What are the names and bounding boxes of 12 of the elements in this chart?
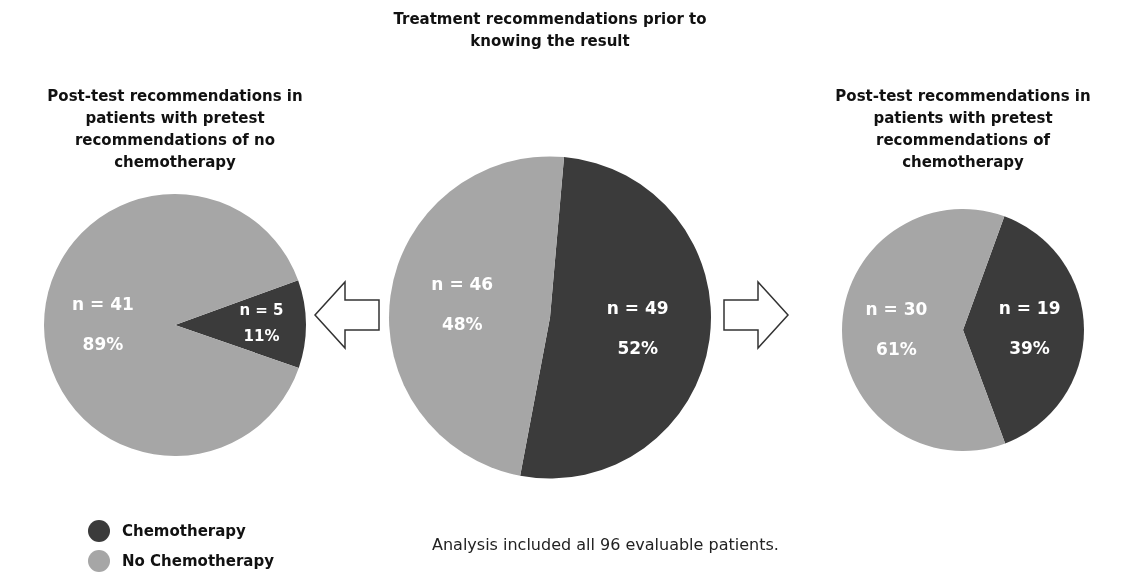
data-label: n = 30 61% <box>865 298 928 359</box>
text: Analysis included all 96 evaluable patients. <box>432 535 779 554</box>
data-label: n = 46 48% <box>431 273 494 334</box>
data-label: n = 5 11% <box>239 301 284 346</box>
data-label: n = 41 89% <box>72 293 134 354</box>
chart-title: Post-test recommendations in patients with pretest recommendations of no chemotherapy <box>46 86 304 173</box>
legend-label: Chemotherapy <box>122 522 246 540</box>
data-label: n = 49 52% <box>606 298 669 358</box>
chart-title: Post-test recommendations in patients with pretest recommendations of chemotherapy <box>834 86 1092 173</box>
chart-title: Treatment recommendations prior to knowing the result <box>392 9 708 52</box>
legend-label: No Chemotherapy <box>122 552 274 570</box>
data-label: n = 19 39% <box>998 298 1061 359</box>
